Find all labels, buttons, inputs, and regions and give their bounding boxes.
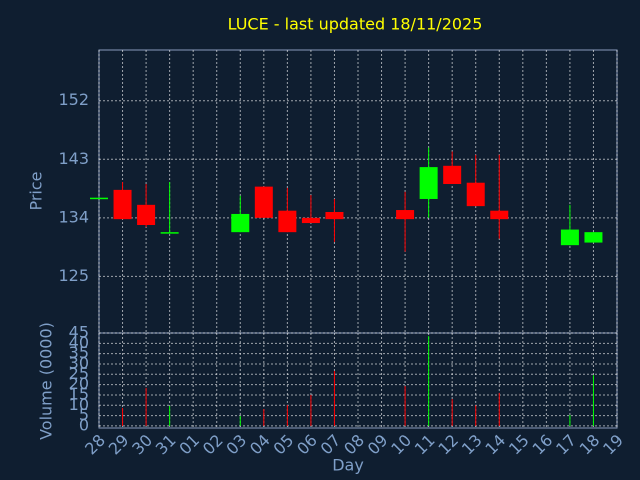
y-tick-label: 25	[69, 364, 89, 383]
volume-bar	[122, 407, 124, 426]
y-axis-label: Price	[27, 171, 46, 210]
chart-title: LUCE - last updated 18/11/2025	[228, 15, 483, 34]
candle-body	[90, 197, 108, 200]
candle-body	[443, 165, 462, 185]
volume-bar	[592, 375, 594, 426]
volume-bar	[310, 394, 312, 426]
y-tick-label: 35	[69, 343, 89, 362]
x-axis-label: Day	[332, 456, 364, 475]
volume-bar	[333, 371, 335, 426]
candle-body	[490, 210, 509, 220]
candle-body	[396, 210, 415, 220]
y-tick-label: 125	[58, 266, 89, 285]
candle-body	[160, 232, 179, 234]
candle-body	[301, 217, 320, 224]
y-tick-label: 10	[69, 395, 89, 414]
y-tick-label: 5	[79, 405, 89, 424]
candle-body	[254, 186, 273, 218]
volume-bar	[239, 416, 241, 426]
y-tick-label: 15	[69, 384, 89, 403]
y-tick-label: 0	[79, 415, 89, 434]
y-tick-label: 40	[69, 333, 89, 352]
volume-bar	[169, 405, 171, 426]
volume-bar	[498, 392, 500, 426]
y-tick-label: 134	[58, 207, 89, 226]
candle-body	[278, 210, 297, 233]
y-tick-label: 30	[69, 353, 89, 372]
volume-bar	[263, 409, 265, 426]
y-tick-label: 152	[58, 90, 89, 109]
candle-body	[325, 211, 344, 220]
volume-bar	[286, 405, 288, 426]
y-tick-label: 45	[69, 323, 89, 342]
candle-body	[466, 182, 485, 207]
y-tick-label: 20	[69, 374, 89, 393]
candle-body	[113, 189, 132, 220]
candle-body	[137, 204, 156, 226]
volume-bar	[404, 386, 406, 426]
volume-bar	[145, 387, 147, 426]
candle-body	[231, 213, 250, 233]
volume-bar	[569, 414, 571, 426]
candle-body	[560, 229, 579, 246]
candle-body	[419, 167, 438, 199]
volume-bar	[475, 405, 477, 426]
y-axis-label: Volume (0000)	[37, 322, 56, 440]
candle-body	[584, 232, 603, 243]
volume-bar	[428, 336, 430, 426]
y-tick-label: 143	[58, 149, 89, 168]
volume-bar	[451, 399, 453, 426]
